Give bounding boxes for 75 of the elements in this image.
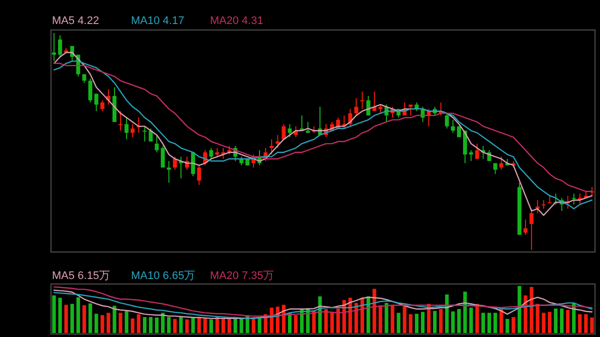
bar [258, 317, 262, 333]
bar [142, 317, 147, 333]
bar [493, 312, 498, 333]
bar [228, 318, 232, 333]
bar [58, 298, 62, 333]
bar [542, 312, 546, 333]
bar [457, 309, 461, 333]
bar [221, 318, 226, 333]
bar [554, 308, 558, 333]
bar [76, 297, 80, 333]
bar [408, 314, 412, 333]
bar [106, 312, 110, 333]
bar [506, 318, 510, 333]
text: MA5 4.22 [52, 15, 100, 27]
bar [451, 311, 455, 333]
bar [318, 296, 322, 333]
bar [469, 308, 473, 333]
bar [161, 312, 165, 333]
bar [439, 309, 443, 333]
bar [154, 317, 159, 333]
bar [118, 312, 122, 333]
bar [294, 315, 298, 333]
bar [88, 303, 92, 333]
bar [590, 317, 594, 333]
bar [70, 304, 74, 333]
bar [209, 319, 213, 333]
bar [94, 314, 98, 333]
text: MA10 6.65万 [131, 270, 196, 282]
bar [500, 309, 504, 333]
bar [185, 319, 189, 333]
bar [336, 308, 340, 333]
bar [197, 317, 201, 333]
bar [100, 315, 104, 333]
bar [584, 314, 588, 333]
bar [396, 312, 400, 333]
bar [414, 314, 419, 333]
bar [518, 286, 522, 333]
bar [512, 317, 516, 333]
bar [240, 318, 244, 333]
bar [384, 302, 388, 333]
series-label: MA5 6.15万 [52, 270, 110, 282]
bar [173, 318, 177, 333]
bar [402, 306, 406, 333]
bar [52, 295, 56, 333]
text: MA20 4.31 [210, 15, 264, 27]
bar [64, 304, 68, 333]
bar [560, 308, 564, 333]
bar [481, 312, 485, 333]
bar [148, 317, 153, 333]
bar [179, 317, 183, 333]
bar [191, 317, 195, 333]
bar [420, 312, 425, 333]
bar [548, 312, 552, 333]
bar [136, 314, 140, 333]
bar [463, 292, 467, 333]
bar [112, 306, 116, 333]
bar [203, 318, 207, 333]
text: MA10 4.17 [131, 15, 184, 27]
bar [124, 310, 128, 333]
bar [234, 318, 238, 333]
bar [530, 286, 534, 333]
bar [378, 305, 382, 333]
bar [82, 305, 86, 333]
text: MA20 7.35万 [210, 270, 274, 282]
bar [324, 309, 328, 333]
bar [536, 304, 540, 333]
bar [433, 310, 437, 333]
bar [130, 318, 134, 333]
bar [578, 314, 582, 333]
bar [167, 317, 171, 333]
bar [252, 318, 256, 333]
bar [487, 312, 492, 333]
bar [390, 305, 394, 333]
bar [566, 310, 570, 333]
bar [330, 312, 334, 333]
